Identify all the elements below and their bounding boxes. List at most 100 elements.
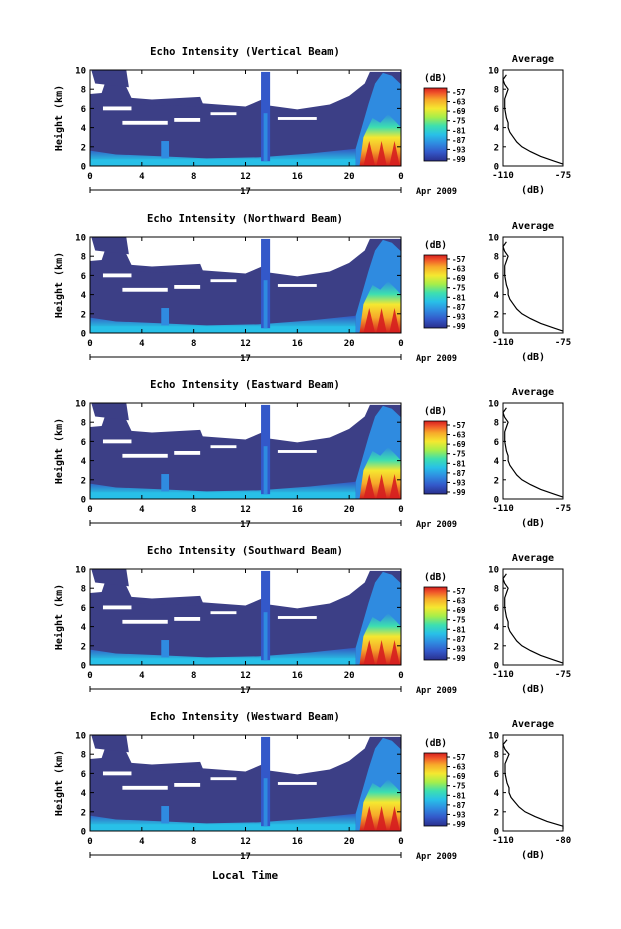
colorbar-label: -63 <box>452 265 466 274</box>
average-title: Average <box>512 719 554 730</box>
average-y-tick-label: 2 <box>494 808 499 818</box>
x-tick-label: 16 <box>292 172 303 182</box>
colorbar-label: -75 <box>452 616 466 625</box>
colorbar-label: -99 <box>452 322 466 331</box>
echo-column-core <box>263 446 268 495</box>
average-x-tick-label: -110 <box>492 836 514 846</box>
date-month-label: Apr 2009 <box>416 686 457 696</box>
x-tick-label: 4 <box>139 172 145 182</box>
echo-plume <box>161 640 170 658</box>
echo-column-core <box>263 778 268 827</box>
colorbar-label: -87 <box>452 635 466 644</box>
echo-heatmap <box>90 70 401 166</box>
echo-cell <box>376 308 387 333</box>
average-y-tick-label: 6 <box>494 438 499 448</box>
colorbar-label: -81 <box>452 459 466 468</box>
x-tick-label: 4 <box>139 505 145 515</box>
average-y-tick-label: 6 <box>494 604 499 614</box>
average-y-tick-label: 4 <box>494 789 500 799</box>
x-tick-label: 12 <box>240 837 251 847</box>
y-tick-label: 4 <box>81 623 87 633</box>
colorbar-unit: (dB) <box>424 572 447 583</box>
x-tick-label: 4 <box>139 339 145 349</box>
y-tick-label: 4 <box>81 291 87 301</box>
colorbar-label: -63 <box>452 431 466 440</box>
panel-title: Echo Intensity (Westward Beam) <box>150 711 340 723</box>
colorbar-label: -81 <box>452 625 466 634</box>
echo-gap <box>210 445 237 449</box>
echo-gap <box>141 84 175 88</box>
colorbar <box>423 586 448 661</box>
x-axis-label: Local Time <box>212 869 279 882</box>
echo-plume <box>161 474 170 492</box>
y-tick-label: 4 <box>81 457 87 467</box>
panel-title: Echo Intensity (Eastward Beam) <box>150 379 340 391</box>
colorbar-label: -57 <box>452 587 466 596</box>
x-tick-label: 20 <box>344 339 355 349</box>
echo-layer <box>128 96 205 107</box>
colorbar-label: -75 <box>452 782 466 791</box>
x-tick-label: 20 <box>344 505 355 515</box>
x-tick-label: 0 <box>398 837 403 847</box>
echo-surface-band <box>90 492 356 499</box>
echo-heatmap <box>90 403 401 499</box>
average-frame <box>502 69 564 167</box>
average-x-label: (dB) <box>521 518 545 529</box>
average-y-tick-label: 6 <box>494 272 499 282</box>
y-tick-label: 8 <box>81 751 86 761</box>
average-y-tick-label: 4 <box>494 124 500 134</box>
x-tick-label: 0 <box>398 339 403 349</box>
x-tick-label: 0 <box>87 671 92 681</box>
average-y-tick-label: 8 <box>494 585 499 595</box>
y-tick-label: 6 <box>81 272 86 282</box>
average-y-tick-label: 8 <box>494 86 499 96</box>
echo-cell <box>363 640 376 665</box>
colorbar-unit: (dB) <box>424 73 447 84</box>
echo-cell <box>389 806 400 831</box>
average-y-tick-label: 4 <box>494 291 500 301</box>
echo-gap <box>277 782 317 785</box>
echo-gap <box>102 106 132 111</box>
colorbar <box>423 254 448 329</box>
average-y-tick-label: 8 <box>494 419 499 429</box>
echo-gap <box>102 439 132 444</box>
average-frame <box>502 568 564 666</box>
average-y-tick-label: 10 <box>488 566 499 576</box>
echo-gap <box>102 273 132 278</box>
x-tick-label: 16 <box>292 505 303 515</box>
echo-gap <box>277 450 317 453</box>
echo-gap <box>174 617 201 621</box>
echo-gap <box>305 427 337 433</box>
y-tick-label: 10 <box>75 400 86 410</box>
echo-layer <box>91 569 129 587</box>
echo-cell <box>376 806 387 831</box>
echo-gap <box>141 583 175 587</box>
average-y-tick-label: 2 <box>494 476 499 486</box>
echo-plume <box>161 806 170 824</box>
x-tick-label: 20 <box>344 837 355 847</box>
average-y-tick-label: 10 <box>488 67 499 77</box>
y-tick-label: 8 <box>81 253 86 263</box>
y-axis-label: Height (km) <box>53 252 65 318</box>
y-tick-label: 2 <box>81 808 86 818</box>
average-x-label: (dB) <box>521 850 545 861</box>
colorbar-label: -57 <box>452 753 466 762</box>
echo-cell <box>363 308 376 333</box>
y-axis-label: Height (km) <box>53 584 65 650</box>
x-tick-label: 8 <box>191 172 196 182</box>
echo-plume <box>161 141 170 159</box>
x-tick-label: 12 <box>240 172 251 182</box>
colorbar-label: -87 <box>452 469 466 478</box>
average-frame <box>502 402 564 500</box>
date-month-label: Apr 2009 <box>416 520 457 530</box>
echo-gap <box>305 593 337 599</box>
x-tick-label: 4 <box>139 671 145 681</box>
average-title: Average <box>512 221 554 232</box>
y-tick-label: 8 <box>81 419 86 429</box>
average-y-tick-label: 10 <box>488 400 499 410</box>
x-tick-label: 12 <box>240 505 251 515</box>
echo-surface-band <box>90 326 356 333</box>
y-tick-label: 0 <box>81 662 86 672</box>
panel-3: Echo Intensity (Eastward Beam) 0 2 4 6 8 10 Hei… <box>53 379 571 530</box>
echo-gap <box>174 451 201 455</box>
